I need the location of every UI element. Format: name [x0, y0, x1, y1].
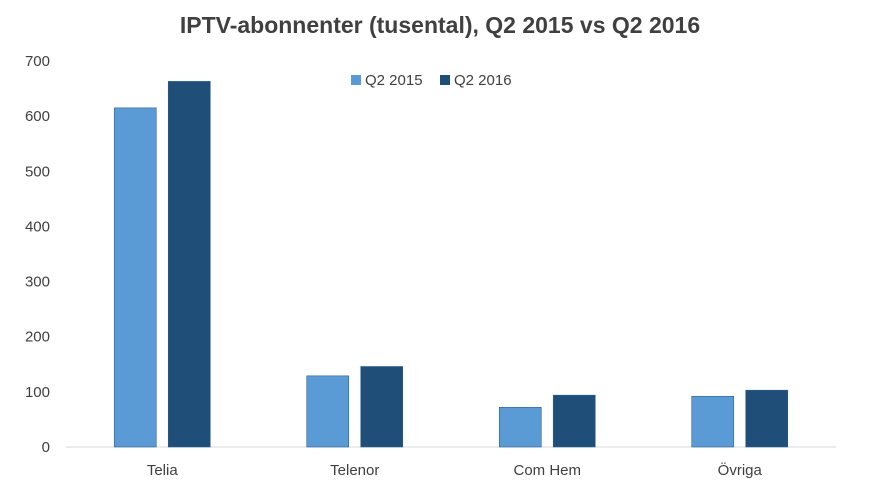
- bar-q2-2015-0: [113, 107, 157, 448]
- x-tick-label: Telia: [147, 462, 179, 479]
- y-tick-label: 0: [42, 439, 50, 456]
- y-tick-label: 200: [25, 329, 50, 346]
- x-tick-label: Övriga: [718, 461, 763, 479]
- y-tick-label: 100: [25, 384, 50, 401]
- legend-swatch: [351, 75, 361, 85]
- bar-q2-2015-3: [691, 395, 735, 448]
- legend-swatch: [440, 75, 450, 85]
- bar-q2-2015-1: [306, 375, 350, 448]
- y-tick-label: 700: [25, 53, 50, 70]
- bar-q2-2016-1: [360, 366, 404, 448]
- x-tick-label: Com Hem: [513, 462, 581, 479]
- x-tick-label: Telenor: [330, 462, 379, 479]
- legend-label: Q2 2015: [365, 72, 423, 89]
- legend-label: Q2 2016: [454, 72, 512, 89]
- y-tick-label: 400: [25, 218, 50, 235]
- y-tick-label: 600: [25, 108, 50, 125]
- y-tick-label: 300: [25, 274, 50, 291]
- bar-q2-2016-2: [552, 394, 596, 448]
- y-tick-label: 500: [25, 163, 50, 180]
- bar-q2-2016-3: [745, 389, 789, 448]
- bar-q2-2015-2: [498, 406, 542, 448]
- bar-q2-2016-0: [167, 81, 211, 448]
- chart-title: IPTV-abonnenter (tusental), Q2 2015 vs Q…: [179, 12, 701, 38]
